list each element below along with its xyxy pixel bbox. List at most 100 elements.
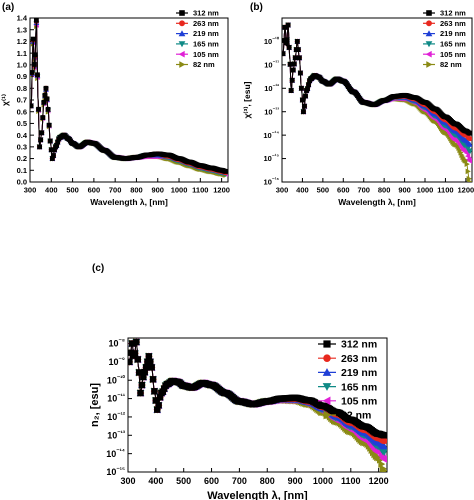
x-tick-label: 500 xyxy=(66,186,79,195)
series-312-nm xyxy=(128,338,387,439)
data-point xyxy=(33,18,39,23)
data-point xyxy=(380,442,387,450)
y-tick-label: 10⁻¹¹ xyxy=(264,60,279,69)
data-point xyxy=(282,24,288,30)
legend-marker xyxy=(323,354,331,362)
legend-marker xyxy=(178,41,186,48)
data-point xyxy=(301,109,306,115)
legend-label: 219 nm xyxy=(440,29,466,38)
chart-panel-a: (a) 300 400 500 600 700 800 900 1000 1100 1200 0.0 0… xyxy=(0,2,230,207)
data-point xyxy=(467,149,472,155)
data-point xyxy=(134,356,141,363)
y-axis-title: χ⁽¹⁾ xyxy=(0,94,10,106)
y-tick-label: 10⁻¹⁰ xyxy=(264,37,279,46)
data-point xyxy=(135,369,143,376)
y-tick-label: 10⁻¹⁶ xyxy=(264,178,280,187)
data-point xyxy=(42,92,48,98)
data-point xyxy=(296,55,302,61)
data-point xyxy=(151,388,158,395)
data-point xyxy=(140,373,147,381)
legend-marker xyxy=(323,340,331,348)
data-point xyxy=(303,93,308,99)
data-point xyxy=(464,161,470,168)
x-tick-label: 1100 xyxy=(437,186,453,195)
data-point xyxy=(288,88,294,93)
x-tick-label: 1100 xyxy=(341,476,361,486)
y-tick-label: 10⁻⁸ xyxy=(109,338,126,349)
data-point xyxy=(156,394,164,401)
data-point xyxy=(38,137,44,143)
data-point xyxy=(380,437,387,445)
y-tick-label: 1.0 xyxy=(17,60,27,69)
x-tick-label: 300 xyxy=(120,476,135,486)
series-312-nm xyxy=(30,18,228,174)
data-point xyxy=(45,106,51,112)
x-tick-label: 800 xyxy=(378,186,391,195)
y-tick-label: 10⁻¹⁵ xyxy=(106,467,125,478)
legend-label: 219 nm xyxy=(341,367,377,379)
x-tick-label: 500 xyxy=(317,186,330,195)
y-tick-label: 10⁻¹⁴ xyxy=(106,448,125,459)
x-tick-label: 300 xyxy=(24,186,37,195)
y-tick-label: 10⁻¹⁰ xyxy=(107,375,126,386)
legend-marker xyxy=(178,30,186,37)
data-point xyxy=(147,358,154,366)
x-axis-title: Wavelength λ, [nm] xyxy=(207,490,308,500)
data-point xyxy=(137,389,144,397)
data-point xyxy=(131,350,139,357)
data-point xyxy=(467,136,472,142)
data-point xyxy=(48,147,54,153)
data-point xyxy=(154,406,161,413)
data-point xyxy=(36,106,41,112)
data-point xyxy=(287,61,293,67)
panel-letter: (a) xyxy=(2,2,14,13)
y-axis-title: χ⁽³⁾, [esu] xyxy=(242,81,252,118)
legend-label: 105 nm xyxy=(341,395,377,407)
legend-marker xyxy=(425,50,432,58)
legend-marker xyxy=(426,61,433,68)
legend-marker xyxy=(425,41,433,48)
panel-letter: (b) xyxy=(250,2,263,13)
x-tick-label: 1000 xyxy=(171,186,188,195)
data-point xyxy=(294,39,300,44)
y-tick-label: 0.2 xyxy=(17,154,27,163)
data-point xyxy=(299,85,304,91)
data-point xyxy=(31,62,37,67)
x-tick-label: 1100 xyxy=(192,186,208,195)
data-point xyxy=(467,158,472,164)
data-point xyxy=(291,61,297,67)
data-point xyxy=(40,115,46,120)
legend-marker xyxy=(179,61,186,68)
legend-label: 263 nm xyxy=(440,19,466,28)
legend-label: 165 nm xyxy=(341,381,377,393)
legend-label: 165 nm xyxy=(193,40,219,49)
y-tick-label: 1.2 xyxy=(17,37,27,46)
data-point xyxy=(145,353,153,360)
legend-label: 82 nm xyxy=(341,410,371,422)
data-point xyxy=(467,179,472,182)
data-point xyxy=(297,70,303,76)
data-point xyxy=(381,432,387,439)
legend-marker xyxy=(179,10,185,16)
data-point xyxy=(128,340,136,347)
y-tick-label: 0.1 xyxy=(17,166,27,175)
data-point xyxy=(133,338,140,346)
data-point xyxy=(47,138,53,144)
y-tick-label: 10⁻¹³ xyxy=(264,107,279,116)
x-tick-label: 400 xyxy=(45,186,58,195)
x-tick-label: 1200 xyxy=(458,186,474,195)
x-tick-label: 1200 xyxy=(213,186,230,195)
data-point xyxy=(43,85,49,91)
legend-label: 82 nm xyxy=(193,60,215,69)
x-tick-label: 600 xyxy=(337,186,350,195)
y-tick-label: 0.5 xyxy=(17,119,27,128)
data-point xyxy=(32,52,38,58)
plot-frame xyxy=(281,17,473,183)
data-point xyxy=(381,466,387,472)
legend-marker xyxy=(322,383,332,391)
x-tick-label: 400 xyxy=(296,186,309,195)
data-point xyxy=(289,77,295,83)
